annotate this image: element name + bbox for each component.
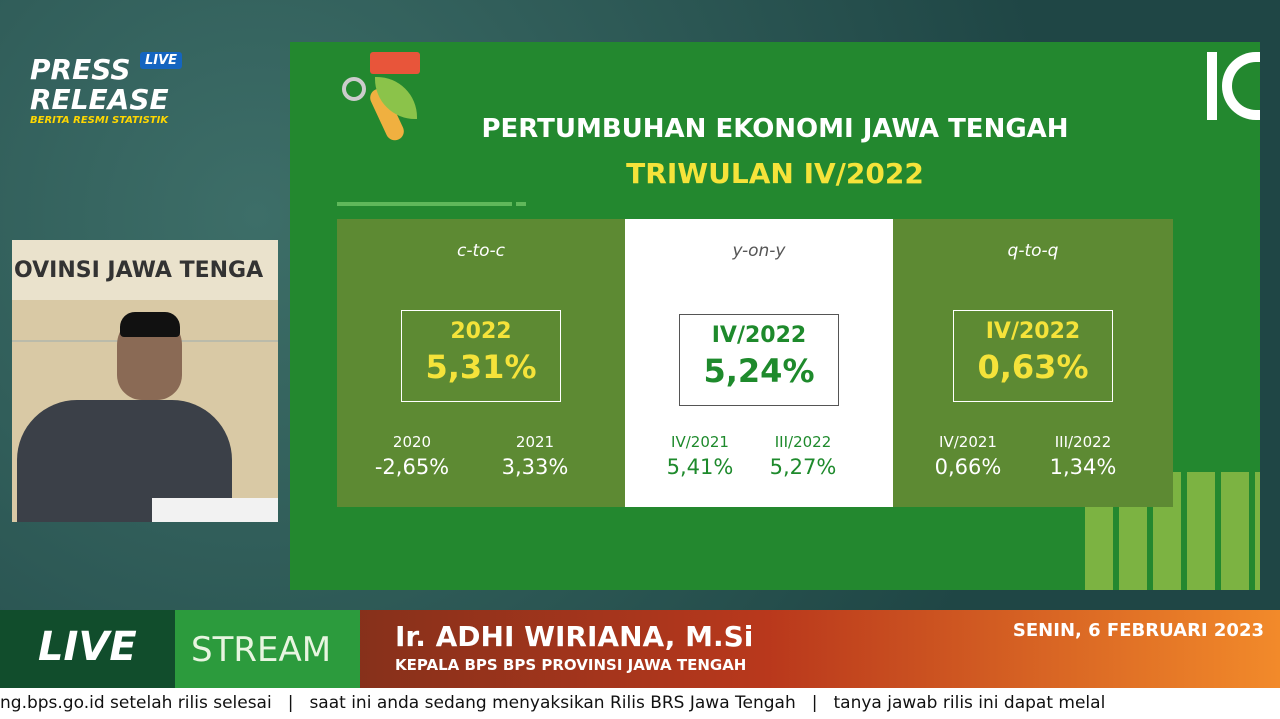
slide-subtitle: TRIWULAN IV/2022 <box>626 157 924 190</box>
comparison-period: 2020 <box>392 433 432 451</box>
ticker-item: saat ini anda sedang menyaksikan Rilis B… <box>309 693 796 713</box>
method-label: q-to-q <box>1007 241 1059 261</box>
webcam-video: OVINSI JAWA TENGA <box>12 240 278 522</box>
ticker-item: tanya jawab rilis ini dapat melal <box>833 693 1106 713</box>
method-label: c-to-c <box>456 241 506 261</box>
comparison: IV/2021 5,41% <box>640 433 760 479</box>
brand-logo: PRESS RELEASE BERITA RESMI STATISTIK <box>30 55 169 127</box>
stream-label: STREAM <box>175 610 360 688</box>
live-badge: LIVE <box>140 52 183 69</box>
method-label: y-on-y <box>732 241 786 261</box>
keys-icon <box>330 52 420 144</box>
headline-period: IV/2022 <box>985 319 1081 344</box>
comparison-value: 3,33% <box>501 455 569 479</box>
headline-box: 2022 5,31% <box>401 310 561 402</box>
headline-value: 5,24% <box>703 352 815 390</box>
comparison-period: III/2022 <box>1054 433 1112 451</box>
brand-subtitle: BERITA RESMI STATISTIK <box>30 115 169 126</box>
growth-panel: c-to-c 2022 5,31% 2020 -2,65% 2021 3,33% <box>337 219 625 507</box>
comparison: III/2022 1,34% <box>1023 433 1143 479</box>
speaker-name: Ir. ADHI WIRIANA, M.Si <box>395 620 754 653</box>
divider <box>337 202 512 206</box>
comparison-period: III/2022 <box>774 433 832 451</box>
headline-period: IV/2022 <box>711 323 807 348</box>
headline-box: IV/2022 0,63% <box>953 310 1113 402</box>
speaker-cap <box>120 312 180 337</box>
date: SENIN, 6 FEBRUARI 2023 <box>1012 620 1264 641</box>
key-tag <box>370 52 420 74</box>
lower-third: LIVE STREAM Ir. ADHI WIRIANA, M.Si KEPAL… <box>0 610 1280 688</box>
slide-title: PERTUMBUHAN EKONOMI JAWA TENGAH <box>481 114 1069 144</box>
growth-panel: q-to-q IV/2022 0,63% IV/2021 0,66% III/2022 1,… <box>893 219 1173 507</box>
desk-papers <box>152 498 278 522</box>
key-ring <box>342 77 366 101</box>
comparison-value: 5,41% <box>666 455 734 479</box>
headline-value: 0,63% <box>977 348 1089 386</box>
comparison: 2021 3,33% <box>475 433 595 479</box>
headline-value: 5,31% <box>425 348 537 386</box>
ticker-separator: | <box>287 693 294 713</box>
headline-period: 2022 <box>450 319 512 344</box>
brand-title: RELEASE <box>30 83 169 116</box>
comparison-value: 5,27% <box>769 455 837 479</box>
headline-box: IV/2022 5,24% <box>679 314 839 406</box>
comparison-value: -2,65% <box>374 455 450 479</box>
comparison-value: 1,34% <box>1049 455 1117 479</box>
logo-arc <box>1222 52 1260 120</box>
wall-text: OVINSI JAWA TENGA <box>14 258 264 283</box>
brand-title: PRESS <box>30 53 131 86</box>
comparison: 2020 -2,65% <box>352 433 472 479</box>
ticker-item: ng.bps.go.id setelah rilis selesai <box>0 693 272 713</box>
speaker-role: KEPALA BPS BPS PROVINSI JAWA TENGAH <box>395 656 747 674</box>
growth-panel: y-on-y IV/2022 5,24% IV/2021 5,41% III/2022 5,… <box>625 219 893 507</box>
comparison: IV/2021 0,66% <box>908 433 1028 479</box>
ticker: ng.bps.go.id setelah rilis selesai | saat … <box>0 688 1280 719</box>
comparison-period: IV/2021 <box>671 433 729 451</box>
ticker-separator: | <box>811 693 818 713</box>
comparison-period: 2021 <box>515 433 555 451</box>
comparison: III/2022 5,27% <box>743 433 863 479</box>
wall-sign <box>12 240 278 300</box>
live-label: LIVE <box>0 610 175 688</box>
comparison-period: IV/2021 <box>939 433 997 451</box>
logo-bar <box>1207 52 1217 120</box>
divider <box>516 202 526 206</box>
comparison-value: 0,66% <box>934 455 1002 479</box>
